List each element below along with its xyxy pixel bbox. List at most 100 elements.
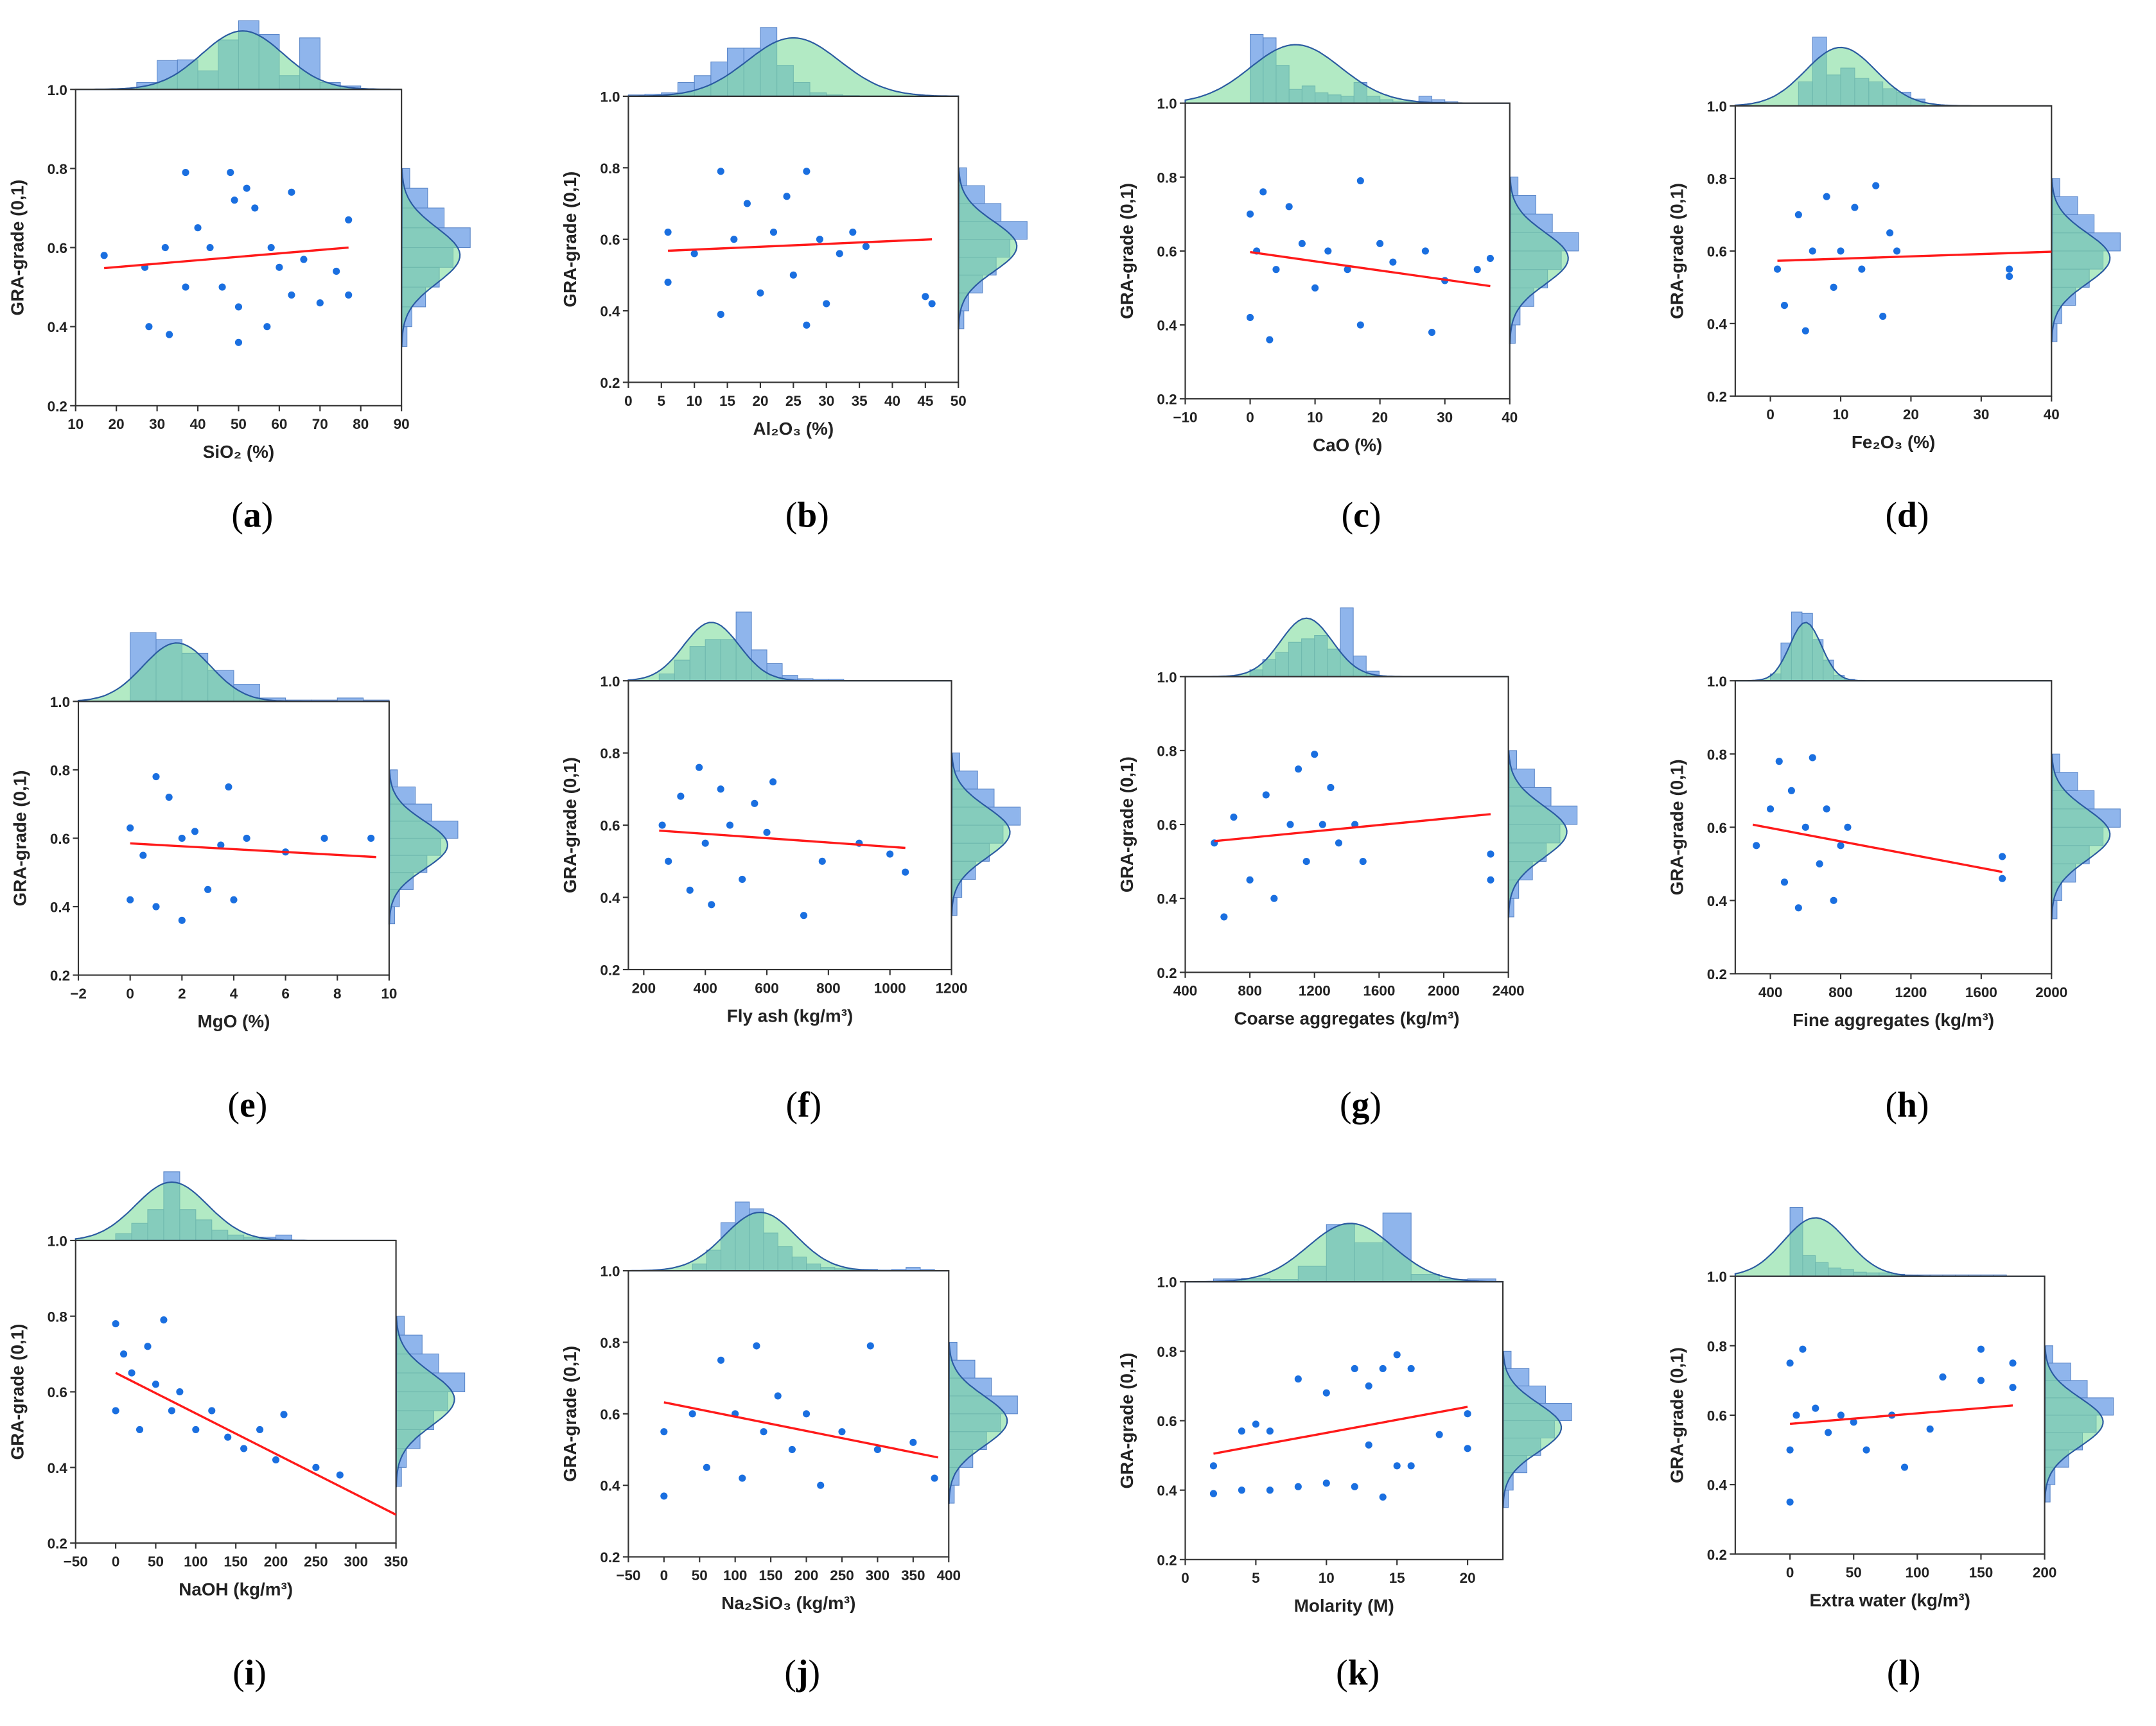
x-tick-label: 0 — [1786, 1565, 1794, 1581]
data-point — [862, 243, 870, 250]
data-point — [251, 204, 259, 212]
top-kde-curve — [627, 37, 960, 97]
data-point — [120, 1350, 128, 1358]
x-tick-label: 200 — [794, 1567, 818, 1583]
data-point — [1393, 1351, 1401, 1359]
panel-letter: l — [1898, 1653, 1908, 1693]
x-tick-label: 150 — [758, 1567, 782, 1583]
data-point — [161, 243, 169, 252]
data-point — [144, 1343, 152, 1350]
y-tick-label: 0.8 — [600, 161, 620, 177]
data-point — [267, 243, 275, 252]
data-point — [1780, 878, 1789, 886]
data-point — [208, 1407, 216, 1415]
data-point — [800, 912, 808, 920]
y-tick-label: 0.4 — [50, 900, 71, 916]
x-tick-label: 150 — [1969, 1565, 1993, 1581]
x-tick-label: 350 — [384, 1554, 408, 1570]
panel-a: 0.2 0.4 0.6 0.8 1.0 10 20 30 40 50 60 70 80 90 SiO₂ (%… — [7, 20, 471, 535]
data-point — [1977, 1377, 1985, 1384]
x-tick-label: 400 — [693, 980, 717, 996]
data-point — [1999, 875, 2006, 882]
data-point — [866, 1342, 874, 1350]
data-point — [664, 228, 672, 236]
data-point — [1327, 783, 1335, 792]
data-point — [1786, 1498, 1794, 1506]
data-point — [2006, 272, 2013, 280]
data-point — [312, 1463, 320, 1471]
data-point — [1801, 823, 1809, 831]
data-point — [1356, 321, 1364, 329]
x-tick-label: −50 — [64, 1554, 88, 1570]
data-point — [1830, 896, 1837, 904]
x-tick-label: 2000 — [1428, 983, 1460, 999]
data-point — [730, 236, 738, 243]
data-point — [136, 1425, 144, 1434]
data-point — [1801, 327, 1809, 335]
data-point — [243, 834, 250, 842]
data-point — [753, 1342, 760, 1350]
x-tick-label: 10 — [1833, 406, 1849, 423]
data-point — [1259, 188, 1267, 196]
panel-d: 0.2 0.4 0.6 0.8 1.0 0 10 20 30 40 Fe₂O₃ (%) GRA-gra… — [1667, 37, 2121, 535]
data-point — [1209, 1462, 1218, 1470]
x-axis-label: MgO (%) — [198, 1011, 270, 1031]
data-point — [1356, 177, 1364, 185]
x-tick-label: 8 — [333, 986, 341, 1002]
x-tick-label: 10 — [67, 416, 83, 432]
right-kde-curve — [401, 168, 461, 347]
x-tick-label: 40 — [1502, 410, 1518, 426]
y-tick-label: 0.4 — [48, 1460, 68, 1476]
data-point — [1773, 265, 1782, 273]
data-point — [1319, 821, 1326, 828]
data-point — [886, 850, 894, 858]
data-point — [1837, 842, 1845, 850]
right-kde-curve — [395, 1316, 455, 1488]
y-tick-label: 1.0 — [600, 1264, 620, 1280]
data-point — [1823, 193, 1830, 200]
x-tick-label: −50 — [616, 1567, 640, 1583]
plot-frame — [1734, 680, 2053, 975]
y-tick-label: 0.6 — [1707, 820, 1727, 836]
data-point — [1266, 1486, 1274, 1494]
x-tick-label: 800 — [1238, 983, 1261, 999]
y-tick-label: 1.0 — [1707, 1269, 1727, 1285]
data-point — [1872, 182, 1880, 189]
x-tick-label: 40 — [190, 416, 206, 432]
data-point — [225, 783, 232, 791]
data-point — [206, 243, 214, 252]
trend-line — [1213, 1406, 1468, 1455]
data-point — [1379, 1493, 1387, 1501]
data-point — [1786, 1359, 1794, 1367]
data-point — [1487, 876, 1494, 884]
data-point — [1939, 1373, 1947, 1381]
data-point — [769, 228, 778, 236]
data-point — [1238, 1486, 1245, 1494]
data-point — [769, 778, 777, 786]
data-point — [1809, 754, 1816, 762]
x-tick-label: 1600 — [1363, 983, 1395, 999]
y-tick-label: 0.8 — [600, 1335, 620, 1351]
panel-g: 0.2 0.4 0.6 0.8 1.0 400 800 1200 1600 2000 2400 Coa… — [1117, 607, 1578, 1125]
data-point — [1464, 1410, 1471, 1418]
x-tick-label: 400 — [937, 1567, 961, 1583]
y-tick-label: 0.6 — [50, 831, 70, 847]
x-tick-label: 800 — [816, 980, 840, 996]
y-tick-label: 0.6 — [600, 818, 620, 834]
y-tick-label: 0.6 — [600, 232, 620, 248]
panel-letter: b — [797, 495, 817, 535]
data-point — [1421, 247, 1429, 255]
data-point — [1359, 858, 1367, 866]
y-tick-label: 0.4 — [1157, 891, 1177, 907]
x-tick-label: 70 — [312, 416, 328, 432]
y-tick-label: 0.2 — [1707, 966, 1727, 982]
plot-frame — [627, 1269, 950, 1558]
data-point — [1262, 791, 1270, 799]
data-point — [1809, 247, 1816, 255]
y-tick-label: 0.6 — [48, 240, 67, 256]
data-point — [1830, 283, 1837, 291]
data-point — [1473, 266, 1481, 274]
data-point — [677, 792, 685, 800]
data-point — [1886, 229, 1894, 237]
y-tick-label: 0.8 — [1157, 1344, 1177, 1360]
